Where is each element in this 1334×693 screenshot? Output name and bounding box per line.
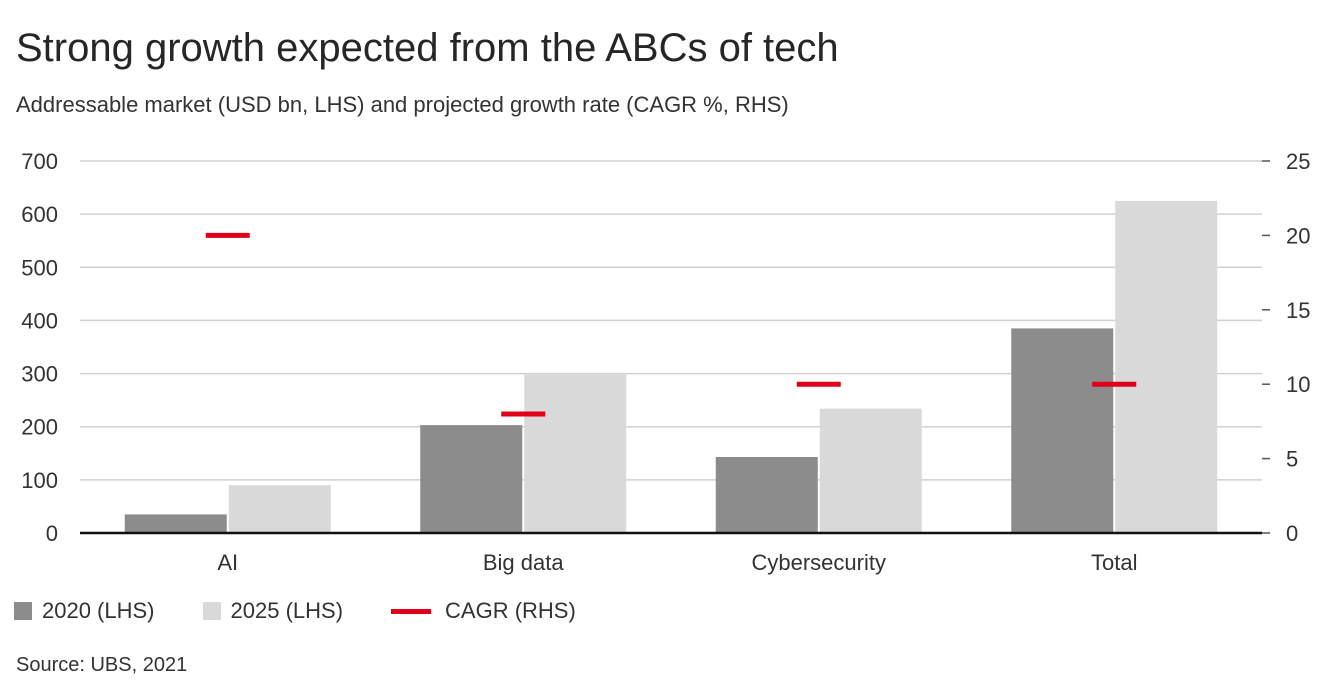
bar-2025-cybersecurity [819, 408, 922, 533]
left-axis-tick-label: 400 [21, 308, 58, 333]
legend-label: 2020 (LHS) [42, 598, 155, 623]
left-axis-tick-label: 500 [21, 255, 58, 280]
legend-swatch [391, 608, 432, 614]
left-axis-tick-label: 100 [21, 468, 58, 493]
legend-label: CAGR (RHS) [445, 598, 576, 623]
bar-2025-ai [228, 485, 331, 533]
bars [124, 200, 1218, 533]
category-label: Big data [483, 550, 564, 575]
legend: 2020 (LHS) 2025 (LHS) CAGR (RHS) [14, 598, 624, 624]
axes: 0 100 200 300 400 500 600 700 0 5 10 15 20 25 AI Big da… [21, 149, 1310, 575]
bar-2025-big-data [524, 374, 627, 533]
right-axis-tick-label: 5 [1286, 447, 1298, 472]
right-axis-tick-label: 25 [1286, 149, 1310, 174]
bar-2020-ai [124, 514, 227, 533]
right-axis-tick-label: 15 [1286, 298, 1310, 323]
category-label: AI [217, 550, 238, 575]
legend-swatch [14, 602, 32, 620]
legend-item: CAGR (RHS) [391, 598, 576, 624]
bar-chart: 0 100 200 300 400 500 600 700 0 5 10 15 20 25 AI Big da… [21, 149, 1310, 575]
category-label: Total [1091, 550, 1137, 575]
left-axis-tick-label: 0 [46, 521, 58, 546]
chart-subtitle: Addressable market (USD bn, LHS) and pro… [16, 92, 789, 117]
left-axis-tick-label: 300 [21, 362, 58, 387]
cagr-markers [205, 232, 1137, 417]
legend-label: 2025 (LHS) [230, 598, 344, 623]
left-axis-tick-label: 200 [21, 415, 58, 440]
left-axis-tick-label: 700 [21, 149, 58, 174]
category-label: Cybersecurity [752, 550, 886, 575]
right-axis-tick-label: 10 [1286, 372, 1310, 397]
chart-title: Strong growth expected from the ABCs of … [16, 26, 839, 70]
source-note: Source: UBS, 2021 [16, 654, 188, 676]
bar-2020-total [1011, 328, 1114, 533]
left-axis-tick-label: 600 [21, 202, 58, 227]
bar-2020-cybersecurity [715, 457, 818, 533]
legend-swatch [202, 602, 221, 620]
right-axis-tick-label: 0 [1286, 521, 1298, 546]
bar-2025-total [1115, 200, 1218, 533]
right-axis-tick-label: 20 [1286, 223, 1310, 248]
legend-item: 2020 (LHS) [14, 598, 155, 624]
bar-2020-big-data [420, 425, 523, 533]
legend-item: 2025 (LHS) [202, 598, 344, 624]
